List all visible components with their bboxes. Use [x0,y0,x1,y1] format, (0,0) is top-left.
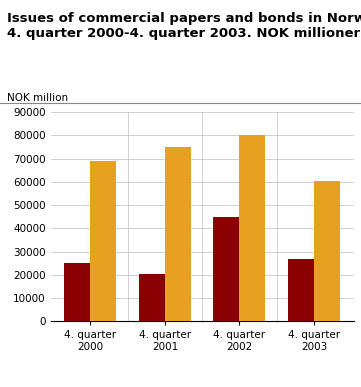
Bar [90,161,117,321]
Bar [165,147,191,321]
Text: Issues of commercial papers and bonds in Norway.
4. quarter 2000-4. quarter 2003: Issues of commercial papers and bonds in… [7,12,361,39]
Bar [314,181,340,321]
Bar [213,217,239,321]
Bar [139,274,165,321]
Legend: Bonds, Commercial papers: Bonds, Commercial papers [96,385,309,387]
Bar [288,259,314,321]
Text: NOK million: NOK million [7,92,68,103]
Bar [239,135,265,321]
Bar [64,263,90,321]
